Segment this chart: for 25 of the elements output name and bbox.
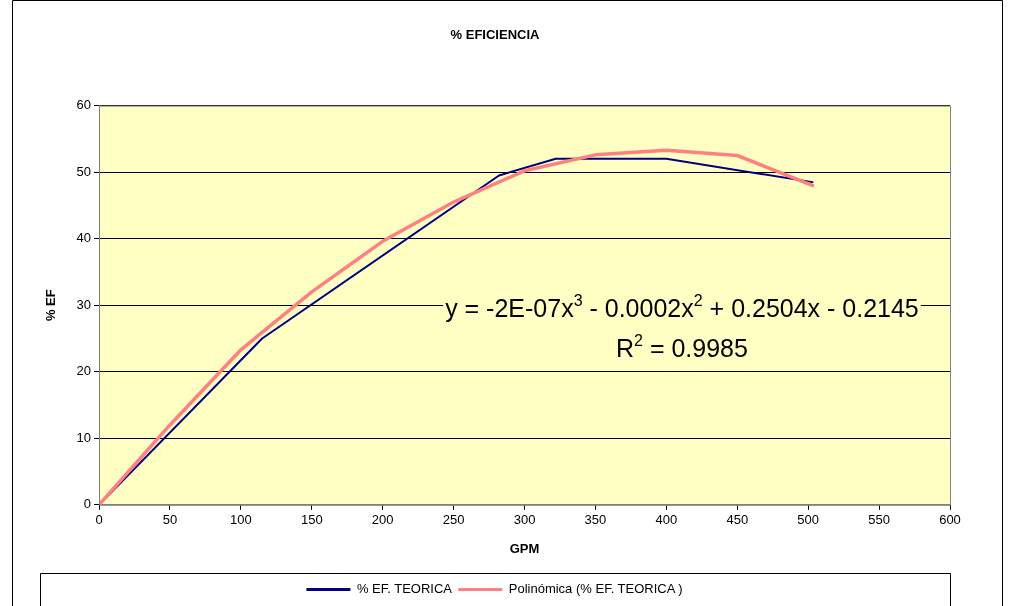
- x-tick-label: 0: [95, 512, 103, 528]
- x-tick-label: 550: [868, 512, 890, 528]
- y-tick-label: 10: [76, 429, 92, 445]
- y-tick-label: 30: [76, 296, 92, 312]
- x-tick-label: 150: [300, 512, 323, 528]
- x-tick-label: 400: [655, 512, 678, 528]
- x-tick-label: 100: [230, 512, 252, 528]
- y-tick-label: 40: [76, 230, 92, 246]
- y-tick-label: 60: [76, 97, 92, 113]
- x-tick-label: 50: [162, 512, 178, 528]
- legend-label: Polinómica (% EF. TEORICA ): [508, 581, 683, 597]
- legend-label: % EF. TEORICA: [356, 581, 453, 597]
- y-tick-label: 0: [83, 496, 92, 512]
- x-axis-title: GPM: [509, 540, 540, 556]
- x-tick-label: 600: [939, 512, 961, 528]
- x-tick-label: 200: [371, 512, 394, 528]
- x-tick-label: 450: [726, 512, 749, 528]
- y-tick-label: 20: [76, 363, 92, 379]
- x-tick-label: 500: [797, 512, 820, 528]
- y-axis-title: % EF: [43, 289, 59, 322]
- chart-title: % EFICIENCIA: [450, 27, 541, 43]
- x-tick-label: 300: [513, 512, 536, 528]
- y-tick-label: 50: [76, 163, 92, 179]
- x-tick-label: 250: [442, 512, 465, 528]
- x-tick-label: 350: [584, 512, 607, 528]
